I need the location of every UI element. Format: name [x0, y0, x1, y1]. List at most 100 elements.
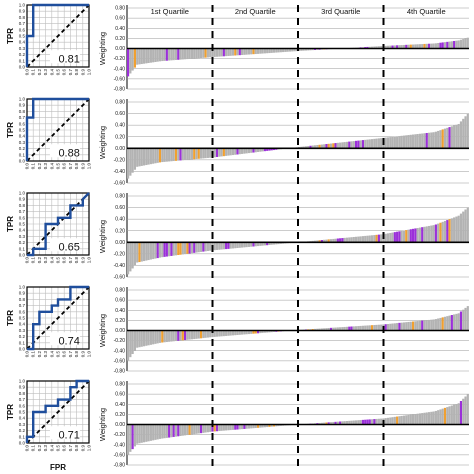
weight-bar-gray: [204, 148, 207, 159]
roc-x-tick-label: 1.0: [87, 351, 92, 358]
weight-bar-gray: [464, 209, 467, 243]
weight-bar-gray: [263, 424, 266, 428]
bar-y-axis-label: Weighting: [98, 220, 107, 253]
roc-x-tick-label: 1.0: [87, 445, 92, 452]
weight-bar-gray: [304, 146, 308, 149]
weight-bar-gray: [418, 227, 422, 243]
weight-bar-gray: [152, 424, 155, 441]
weight-bar-gray: [129, 424, 132, 452]
bar-y-tick-label: 0.80: [115, 382, 125, 388]
weight-bar-orange: [327, 143, 330, 149]
weight-bar-gray: [437, 130, 440, 149]
weight-bar-gray: [156, 148, 159, 163]
bar-y-tick-label: -0.80: [114, 87, 126, 93]
bar-y-tick-label: -0.60: [114, 452, 126, 458]
roc-y-tick-label: 0.5: [19, 222, 26, 227]
weight-bar-purple: [366, 419, 369, 425]
weight-bar-gray: [389, 417, 392, 425]
weight-bar-gray: [427, 319, 431, 331]
weight-bar-gray: [218, 424, 221, 432]
weight-bar-gray: [446, 127, 449, 149]
weight-bar-gray: [423, 412, 426, 425]
weight-bar-gray: [247, 148, 251, 154]
weight-bar-gray: [165, 424, 168, 438]
weight-bar-gray: [453, 404, 456, 425]
weight-bar-gray: [142, 330, 146, 347]
weighting-bar-chart: 0.80 0.60 0.40 0.20 0.00 -0.20 -0.40 -0.60 -0.80…: [98, 381, 469, 472]
weight-bar-gray: [439, 317, 442, 331]
weight-bar-gray: [339, 327, 342, 331]
weight-bar-gray: [149, 48, 152, 63]
auc-label-bg: [49, 50, 80, 64]
weight-bar-purple: [252, 148, 255, 153]
weight-bar-gray: [247, 330, 251, 335]
weight-bar-gray: [136, 48, 139, 65]
weight-bar-gray: [256, 48, 260, 54]
weight-bar-gray: [313, 328, 317, 331]
weight-bar-gray: [282, 48, 285, 53]
weight-bar-gray: [350, 420, 353, 425]
weight-bar-gray: [250, 330, 253, 334]
weight-bar-gray: [133, 424, 137, 447]
weight-bar-purple: [327, 422, 330, 425]
roc-x-tick-label: 0.4: [49, 351, 54, 358]
weight-bar-gray: [261, 148, 264, 152]
weight-bar-gray: [407, 414, 410, 425]
weight-bar-gray: [247, 48, 251, 55]
roc-chance-line: [26, 380, 90, 444]
weight-bar-gray: [190, 148, 194, 160]
weight-bar-gray: [184, 48, 187, 60]
weight-bar-gray: [311, 145, 314, 149]
weight-bar-gray: [329, 422, 333, 425]
weight-bar-purple: [361, 419, 365, 425]
weight-bar-gray: [364, 235, 367, 243]
weight-bar-gray: [343, 237, 346, 243]
weight-bar-gray: [181, 148, 184, 161]
weight-bar-gray: [270, 48, 273, 53]
weight-bar-gray: [259, 424, 262, 428]
weight-bar-purple: [172, 424, 175, 437]
weight-bar-orange: [204, 48, 207, 58]
weight-bar-orange: [252, 48, 255, 55]
bar-y-tick-label: -0.40: [114, 263, 126, 269]
roc-x-tick-label: 0.0: [25, 163, 30, 170]
weight-bar-gray: [380, 324, 383, 331]
weight-bar-gray: [434, 319, 437, 331]
weight-bar-orange: [441, 129, 444, 149]
weight-bar-gray: [250, 424, 253, 429]
weight-bar-gray: [168, 330, 171, 342]
weight-bar-orange: [234, 48, 237, 56]
weight-bar-gray: [389, 232, 392, 243]
weight-bar-gray: [209, 330, 212, 338]
weight-bar-gray: [190, 424, 194, 435]
bar-y-tick-label: -0.80: [114, 369, 126, 375]
weight-bar-gray: [213, 330, 216, 337]
roc-y-axis-label: TPR: [6, 28, 15, 44]
weight-bar-purple: [450, 315, 453, 331]
roc-y-tick-label: 0.9: [19, 385, 26, 390]
weight-bar-purple: [215, 424, 219, 432]
weight-bar-gray: [423, 133, 426, 149]
roc-plot: 0.710.00.00.10.10.20.20.30.30.40.40.50.5…: [6, 379, 92, 473]
weight-bar-purple: [236, 148, 239, 155]
weight-bar-gray: [373, 46, 376, 49]
weight-bar-gray: [409, 414, 412, 425]
weight-bar-gray: [311, 48, 314, 51]
weight-bar-gray: [366, 325, 369, 331]
roc-x-tick-label: 0.0: [25, 445, 30, 452]
weight-bar-gray: [430, 319, 433, 331]
weight-bar-gray: [147, 330, 150, 346]
weight-bar-gray: [352, 326, 355, 331]
bar-y-tick-label: 0.20: [115, 36, 125, 42]
weight-bar-gray: [336, 421, 339, 425]
weight-bar-purple: [177, 424, 180, 437]
weight-bar-gray: [396, 136, 399, 149]
weight-bar-gray: [345, 237, 349, 243]
weight-bar-gray: [133, 242, 137, 266]
panel-3: 0.650.00.00.10.10.20.20.30.30.40.40.50.5…: [6, 191, 469, 284]
weight-bar-gray: [218, 48, 221, 57]
weight-bar-gray: [225, 148, 228, 156]
roc-x-tick-label: 0.2: [37, 163, 42, 170]
weight-bar-gray: [446, 316, 449, 331]
weight-bar-gray: [357, 326, 360, 331]
